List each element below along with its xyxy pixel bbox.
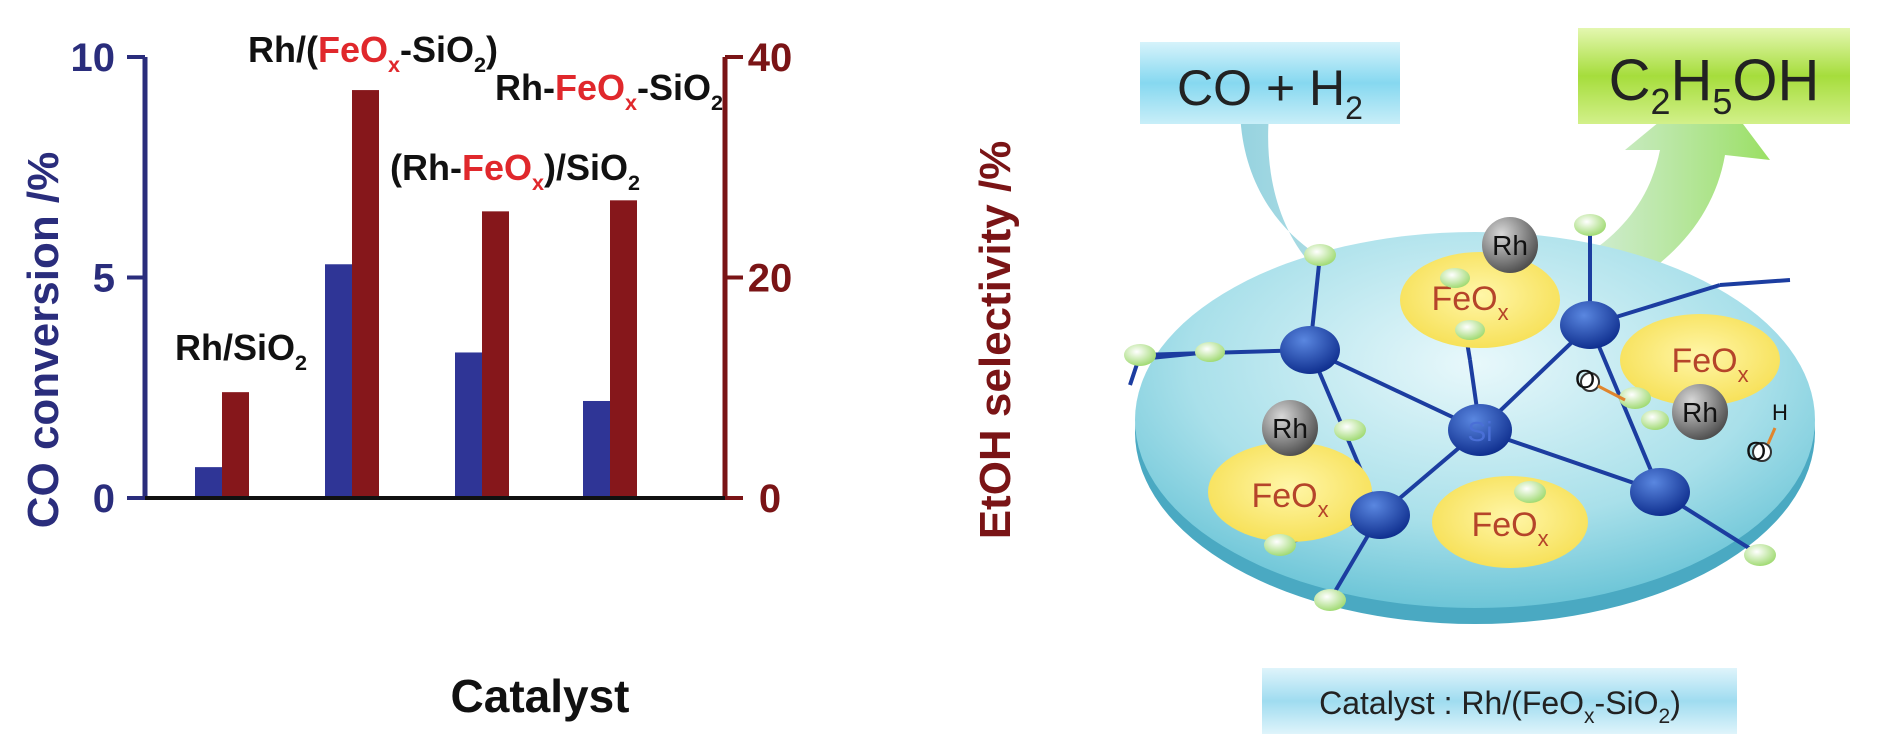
etoh-selectivity-bar bbox=[222, 392, 249, 498]
svg-text:Rh: Rh bbox=[1272, 413, 1308, 444]
x-axis-title: Catalyst bbox=[451, 670, 630, 722]
right-tick-label: 40 bbox=[748, 36, 793, 80]
right-axis-title: EtOH selectivity /% bbox=[971, 141, 1020, 540]
left-tick-label: 0 bbox=[93, 477, 115, 521]
product-box bbox=[1578, 28, 1850, 124]
si-label: Si bbox=[1468, 416, 1493, 447]
etoh-selectivity-bar bbox=[352, 90, 379, 498]
left-tick-label: 5 bbox=[93, 257, 115, 301]
svg-text:FeOx: FeOx bbox=[1471, 506, 1548, 551]
reactant-box bbox=[1140, 42, 1400, 124]
svg-text:H: H bbox=[1772, 400, 1788, 425]
bar-chart: 0 5 10 0 20 40 Rh/SiO2 Rh/(FeOx-SiO2) (Rh-FeOx… bbox=[19, 29, 1020, 722]
svg-text:Rh: Rh bbox=[1682, 397, 1718, 428]
catalyst-label: Rh/(FeOx-SiO2) bbox=[248, 29, 498, 77]
catalyst-caption: Catalyst : Rh/(FeOx-SiO2) bbox=[1319, 685, 1681, 728]
svg-text:O: O bbox=[1746, 436, 1766, 466]
co-conversion-bar bbox=[325, 264, 352, 498]
caption-box bbox=[1262, 668, 1737, 734]
hydroxyl-groups: O O H bbox=[1575, 364, 1788, 466]
svg-text:FeOx: FeOx bbox=[1431, 280, 1508, 325]
bars-layer bbox=[195, 90, 637, 498]
co-conversion-bar bbox=[455, 352, 482, 498]
left-axis-title: CO conversion /% bbox=[19, 152, 68, 529]
catalyst-label: (Rh-FeOx)/SiO2 bbox=[390, 147, 640, 195]
co-conversion-bar bbox=[195, 467, 222, 498]
product-label: C2H5OH bbox=[1609, 48, 1820, 122]
oxygen-atoms bbox=[1124, 214, 1776, 611]
feox-labels: FeOx FeOx FeOx FeOx bbox=[1251, 280, 1748, 551]
right-axis-ticks: 0 20 40 bbox=[725, 36, 792, 521]
rh-labels: Rh Rh Rh bbox=[1272, 230, 1718, 444]
left-axis-ticks: 0 5 10 bbox=[71, 36, 145, 521]
right-tick-label: 20 bbox=[748, 257, 793, 301]
left-tick-label: 10 bbox=[71, 36, 116, 80]
reactant-label: CO + H2 bbox=[1177, 60, 1363, 126]
svg-text:FeOx: FeOx bbox=[1671, 342, 1748, 387]
svg-text:O: O bbox=[1575, 364, 1595, 394]
etoh-selectivity-bar bbox=[610, 200, 637, 498]
svg-text:Rh: Rh bbox=[1492, 230, 1528, 261]
right-tick-label: 0 bbox=[759, 477, 781, 521]
svg-text:FeOx: FeOx bbox=[1251, 477, 1328, 522]
co-conversion-bar bbox=[583, 400, 610, 498]
etoh-selectivity-bar bbox=[482, 211, 509, 498]
category-labels: Rh/SiO2 Rh/(FeOx-SiO2) (Rh-FeOx)/SiO2 Rh-Fe… bbox=[175, 29, 723, 375]
si-atoms bbox=[1280, 301, 1690, 539]
rh-atoms bbox=[1262, 217, 1728, 456]
catalyst-label: Rh/SiO2 bbox=[175, 327, 307, 375]
reaction-scheme: CO + H2 C2H5OH bbox=[1124, 28, 1850, 734]
feox-particles bbox=[1208, 252, 1780, 568]
catalyst-label: Rh-FeOx-SiO2 bbox=[495, 67, 723, 115]
